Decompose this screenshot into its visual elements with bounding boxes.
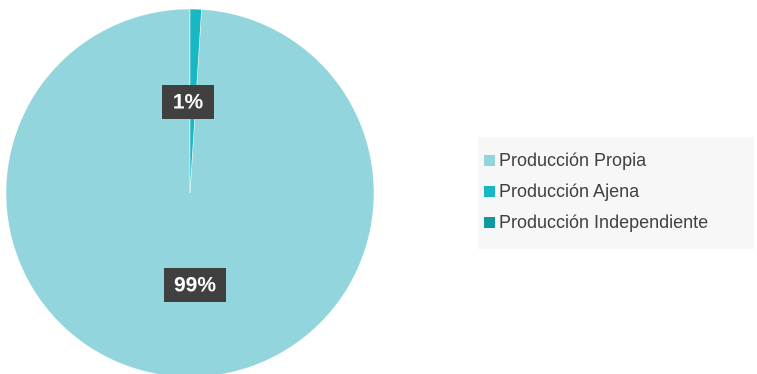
- legend-label-produccion-propia: Producción Propia: [499, 150, 647, 170]
- legend-label-produccion-independiente: Producción Independiente: [499, 212, 709, 232]
- legend-swatch-produccion-ajena: [484, 186, 495, 197]
- data-label-text-produccion-ajena: 1%: [173, 91, 204, 114]
- legend-swatch-produccion-independiente: [484, 217, 495, 228]
- data-label-text-produccion-propia: 99%: [174, 274, 216, 297]
- legend-item-produccion-ajena: Producción Ajena: [484, 176, 754, 207]
- legend-item-produccion-propia: Producción Propia: [484, 145, 754, 176]
- chart-legend: Producción Propia Producción Ajena Produ…: [478, 137, 754, 249]
- legend-swatch-produccion-propia: [484, 155, 495, 166]
- data-label-box-produccion-propia: [164, 268, 226, 302]
- legend-label-produccion-ajena: Producción Ajena: [499, 181, 640, 201]
- data-label-box-produccion-ajena: [162, 85, 214, 119]
- data-label-produccion-ajena: 1%: [162, 85, 214, 119]
- legend-item-produccion-independiente: Producción Independiente: [484, 207, 754, 238]
- data-label-produccion-propia: 99%: [164, 268, 226, 302]
